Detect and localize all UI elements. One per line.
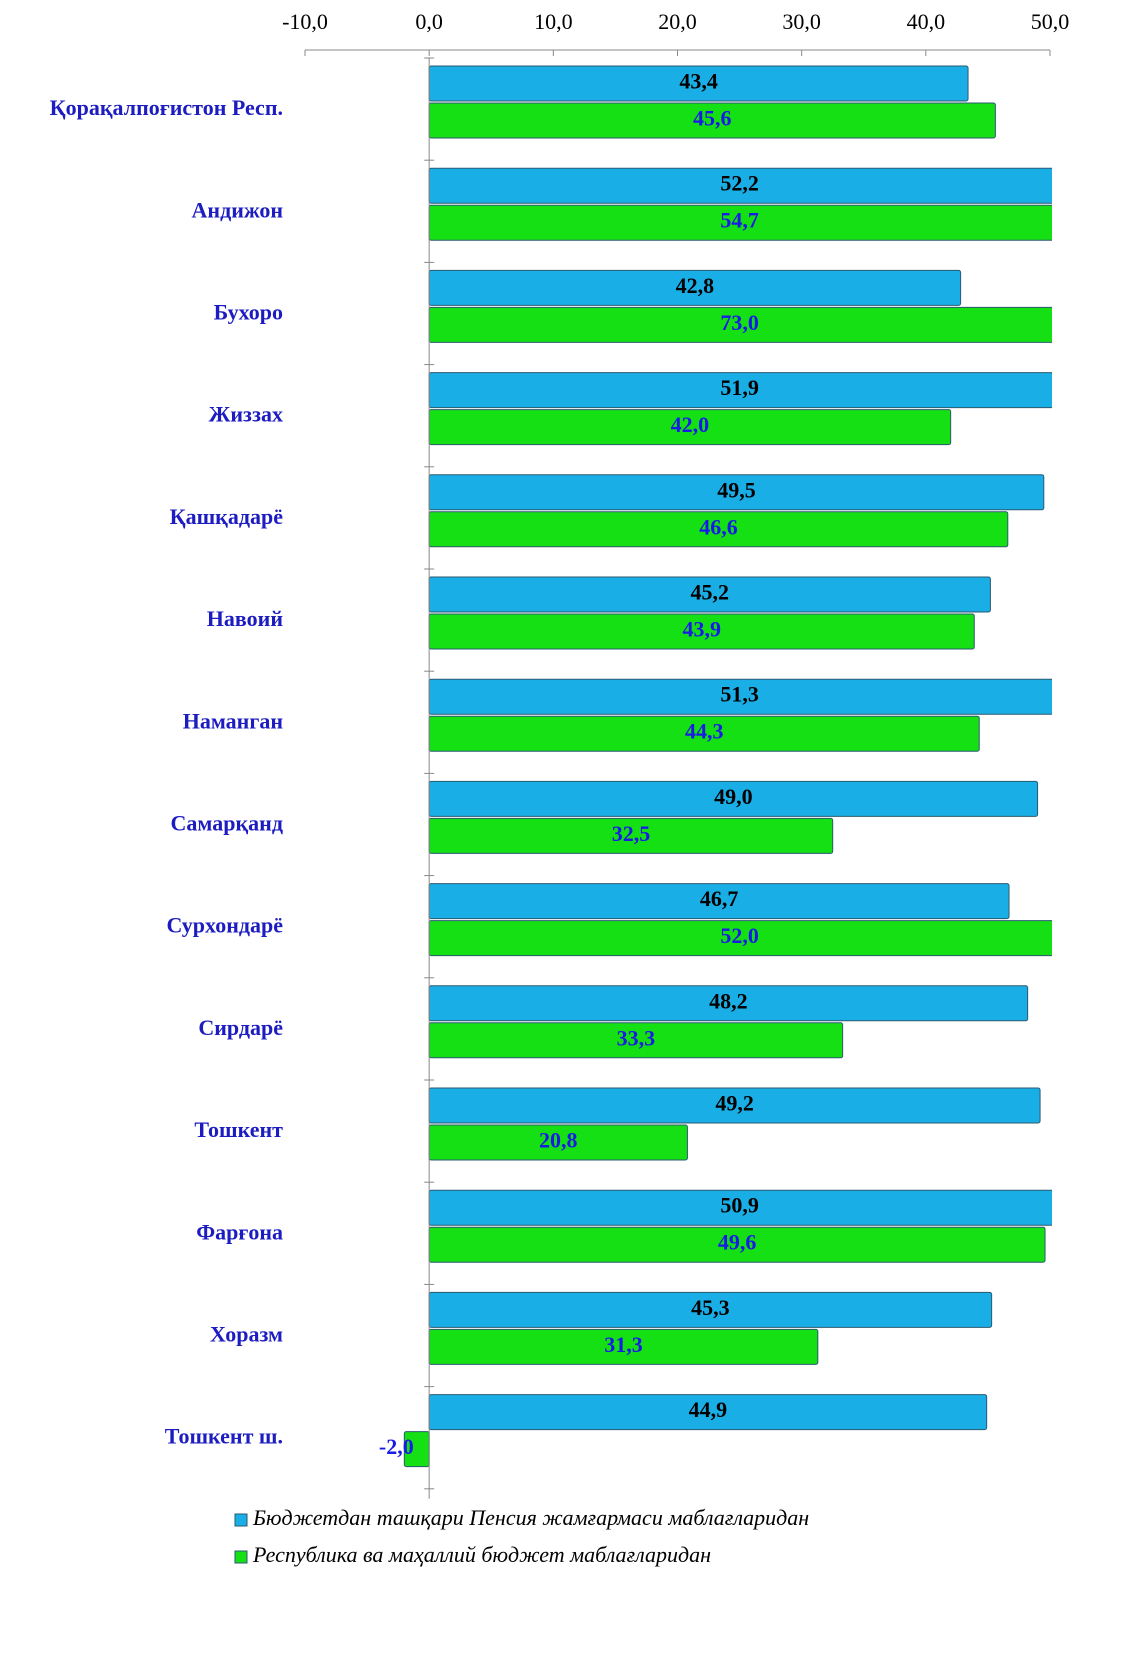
x-tick-label: 50,0 <box>1031 9 1070 34</box>
x-tick-label: 0,0 <box>415 9 443 34</box>
category-label: Сурхондарё <box>166 913 283 938</box>
value-label: 51,9 <box>720 375 759 400</box>
bar <box>428 204 1052 241</box>
value-label: 49,2 <box>715 1091 754 1116</box>
category-label: Навоий <box>207 606 284 631</box>
category-label: Жиззах <box>209 402 283 427</box>
value-label: 45,2 <box>691 580 730 605</box>
value-label: 48,2 <box>709 988 748 1013</box>
x-tick-label: 30,0 <box>782 9 821 34</box>
value-label: 49,5 <box>717 477 756 502</box>
category-label: Наманган <box>183 708 284 733</box>
x-tick-label: 10,0 <box>534 9 573 34</box>
value-label: 52,2 <box>720 171 759 196</box>
value-label: 45,3 <box>691 1295 730 1320</box>
value-label: 32,5 <box>612 821 651 846</box>
category-label: Қашқадарё <box>170 504 284 529</box>
value-label: 54,7 <box>720 208 759 233</box>
x-tick-label: -10,0 <box>282 9 328 34</box>
x-tick-label: 20,0 <box>658 9 697 34</box>
value-label: 49,6 <box>718 1230 757 1255</box>
legend-label: Республика ва маҳаллий бюджет маблағлари… <box>252 1542 711 1567</box>
value-label: 50,9 <box>720 1193 759 1218</box>
value-label: 43,9 <box>682 617 721 642</box>
value-label: 46,6 <box>699 514 738 539</box>
legend-swatch <box>234 1513 248 1527</box>
category-label: Хоразм <box>210 1322 283 1347</box>
value-label: 46,7 <box>700 886 739 911</box>
category-label: Самарқанд <box>171 811 283 836</box>
value-label: 42,8 <box>676 273 715 298</box>
category-label: Фарғона <box>196 1219 283 1244</box>
category-label: Бухоро <box>214 300 283 325</box>
value-label: 43,4 <box>679 69 718 94</box>
legend-label: Бюджетдан ташқари Пенсия жамғармаси мабл… <box>252 1505 809 1530</box>
category-label: Тошкент ш. <box>165 1424 283 1449</box>
value-label: 31,3 <box>604 1332 643 1357</box>
legend-swatch <box>234 1550 248 1564</box>
value-label: 44,9 <box>689 1397 728 1422</box>
value-label: 45,6 <box>693 106 732 131</box>
value-label: 44,3 <box>685 719 724 744</box>
category-label: Андижон <box>192 197 284 222</box>
value-label: -2,0 <box>379 1434 414 1459</box>
value-label: 51,3 <box>720 682 759 707</box>
value-label: 33,3 <box>617 1025 656 1050</box>
category-label: Сирдарё <box>198 1015 283 1040</box>
value-label: 49,0 <box>714 784 753 809</box>
value-label: 20,8 <box>539 1128 578 1153</box>
value-label: 52,0 <box>720 923 759 948</box>
x-tick-label: 40,0 <box>907 9 946 34</box>
value-label: 42,0 <box>671 412 710 437</box>
category-label: Қорақалпоғистон Респ. <box>50 95 283 120</box>
value-label: 73,0 <box>720 310 759 335</box>
bar <box>428 306 1052 343</box>
category-label: Тошкент <box>194 1117 283 1142</box>
